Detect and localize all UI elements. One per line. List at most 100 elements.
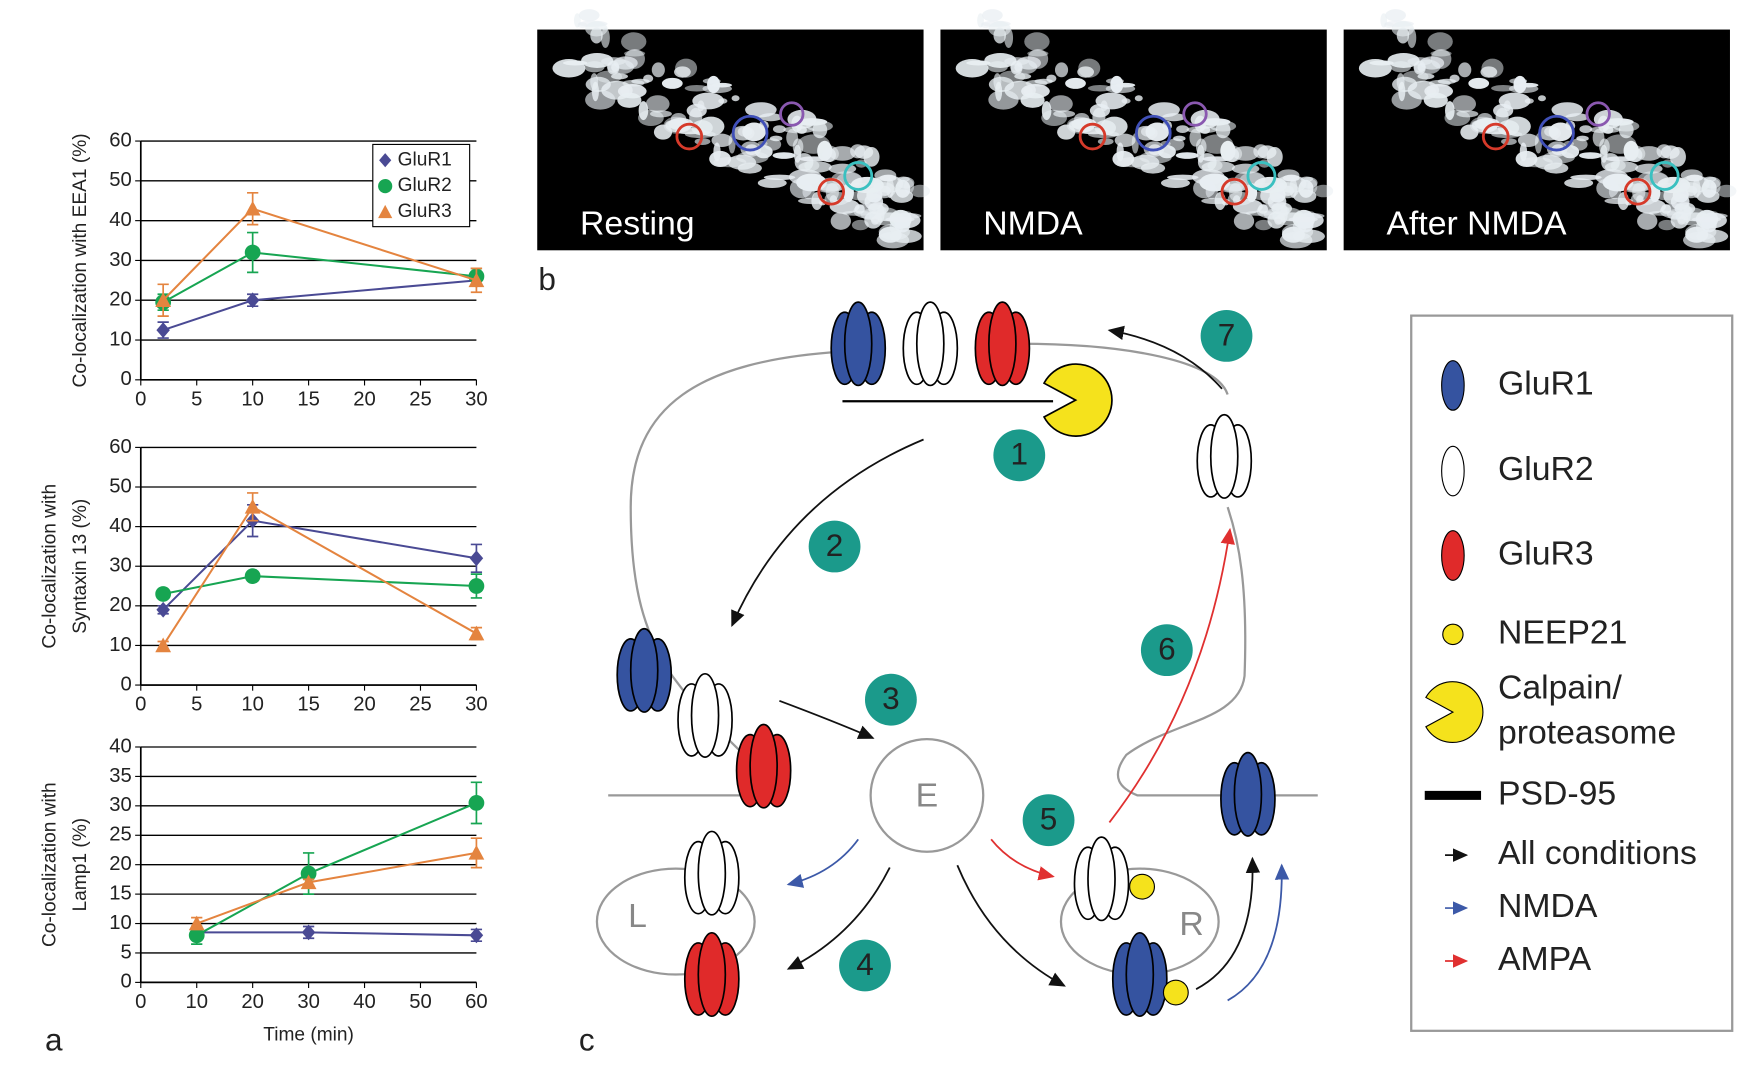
glur2 — [902, 301, 959, 387]
legend-label: AMPA — [1498, 940, 1592, 978]
legend-label: GluR2 — [1498, 450, 1594, 488]
signal — [829, 198, 860, 214]
step-number: 2 — [826, 527, 844, 563]
signal — [1612, 120, 1640, 132]
signal — [830, 212, 851, 230]
roi — [817, 177, 845, 206]
roi — [843, 161, 874, 191]
signal — [1669, 147, 1686, 167]
x-tick-label: 15 — [297, 388, 320, 410]
steps: 1 2 3 4 5 6 7 — [808, 309, 1253, 992]
signal — [1508, 84, 1539, 94]
signal — [624, 50, 646, 57]
signal — [870, 216, 880, 225]
y-tick-label: 30 — [109, 249, 132, 271]
marker — [468, 578, 485, 594]
signal — [988, 76, 1015, 92]
arrow — [786, 838, 859, 888]
signal — [1564, 178, 1594, 188]
marker — [155, 292, 172, 307]
y-tick-label: 20 — [109, 853, 132, 875]
signal — [879, 174, 897, 182]
arrow — [990, 838, 1055, 881]
step-number: 3 — [882, 680, 900, 716]
signal — [1576, 135, 1589, 142]
signal — [1020, 92, 1045, 108]
signal — [1570, 174, 1602, 181]
marker — [245, 292, 260, 309]
glur3 — [974, 301, 1031, 387]
legend-label: PSD-95 — [1498, 774, 1616, 812]
signal — [1696, 229, 1729, 244]
series-line — [162, 505, 477, 646]
signal — [1538, 125, 1561, 141]
signal — [1551, 102, 1584, 118]
signal — [804, 160, 820, 171]
marker — [155, 586, 172, 602]
series-line — [162, 519, 477, 611]
signal — [1121, 98, 1131, 104]
step-badge — [1022, 794, 1075, 847]
signal — [856, 187, 874, 205]
image-label: NMDA — [983, 204, 1083, 242]
series-line — [196, 931, 477, 937]
signal — [1160, 178, 1190, 188]
signal — [1274, 216, 1283, 225]
signal — [1509, 78, 1528, 84]
signal — [1297, 217, 1314, 233]
arrow — [956, 864, 1066, 987]
signal — [772, 125, 786, 134]
signal — [1413, 59, 1441, 75]
marker — [300, 874, 317, 890]
panel-label: c — [579, 1021, 595, 1057]
y-tick-label: 0 — [120, 971, 131, 993]
marker — [379, 153, 392, 168]
signal — [772, 152, 796, 159]
signal — [1437, 78, 1457, 84]
step-badge — [864, 673, 917, 726]
signal — [1417, 73, 1435, 80]
signal — [731, 95, 740, 102]
signal — [1701, 217, 1717, 233]
signal — [638, 109, 664, 127]
signal — [675, 58, 698, 78]
marker — [468, 272, 485, 288]
x-tick-label: 30 — [297, 991, 320, 1013]
arrow — [1107, 325, 1223, 390]
legend-label: Calpain/ — [1498, 668, 1623, 706]
signal — [1266, 147, 1283, 167]
signal — [1519, 157, 1553, 168]
y-tick-label: 10 — [109, 912, 132, 934]
signal — [1176, 125, 1189, 134]
series-line — [196, 801, 477, 937]
signal — [1391, 90, 1422, 110]
marker — [244, 244, 261, 261]
signal — [1148, 102, 1180, 118]
x-tick-label: 15 — [297, 694, 320, 716]
signal — [757, 178, 787, 188]
signal — [984, 52, 1017, 68]
marker — [378, 179, 393, 194]
legend-label: GluR1 — [398, 149, 452, 170]
signal — [894, 217, 911, 233]
legend-icon — [1441, 360, 1465, 411]
signal — [1596, 178, 1619, 199]
signal — [1014, 73, 1032, 80]
signal — [585, 76, 611, 92]
signal — [1078, 58, 1101, 78]
step-number: 1 — [1011, 436, 1029, 472]
roi — [1182, 101, 1208, 127]
glur1 — [830, 301, 887, 387]
step-badge — [839, 939, 891, 992]
signal — [798, 156, 829, 162]
step-number: 7 — [1218, 316, 1236, 352]
signal — [745, 102, 777, 118]
y-tick-label: 50 — [109, 169, 132, 191]
glur2 — [677, 672, 733, 758]
y-tick-label: 40 — [109, 735, 132, 757]
signal — [585, 90, 616, 110]
signal — [1313, 184, 1334, 198]
roi — [1538, 114, 1575, 152]
signal — [1087, 85, 1112, 92]
signal — [552, 58, 586, 78]
